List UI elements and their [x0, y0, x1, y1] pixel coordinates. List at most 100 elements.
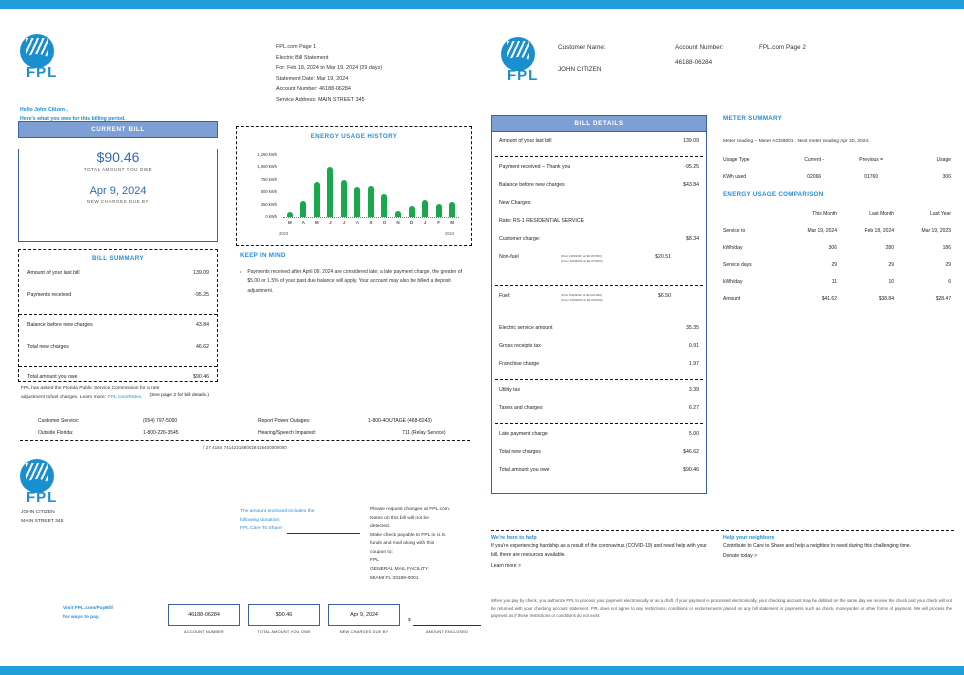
bill-details-row-left: Utility tax [499, 387, 553, 393]
chart-bar [435, 203, 442, 217]
bill-details-row-label: Customer charge: [499, 236, 541, 242]
ec-col-last-year: Last Year [930, 210, 951, 217]
bill-details-row: New Charges [492, 200, 706, 206]
chart-y-tick-label: 1,000 kWh [257, 164, 277, 170]
meter-summary-cell: KWh used [723, 174, 747, 181]
meter-summary-cell: 01760 [864, 174, 879, 181]
bill-details-row-left: Rate: RS-1 RESIDENTIAL SERVICE [499, 218, 584, 224]
energy-usage-history-card: ENERGY USAGE HISTORY 1,250 kWh 1,000 kWh 7… [236, 126, 472, 246]
chart-x-tick-label: O [382, 220, 387, 225]
remit-notice-line: funds and mail along with this [370, 541, 435, 547]
chart-bar [340, 179, 347, 217]
customer-name-label: Customer Name: [558, 44, 606, 51]
bill-details-row: Amount of your last bill 139.09 [492, 138, 706, 144]
meter-col-previous: Previous = [859, 157, 884, 164]
chart-bar [327, 166, 334, 217]
chart-bar-column [378, 155, 392, 217]
donate-today-link[interactable]: Donate today > [723, 553, 758, 560]
chart-x-tick-label: J [423, 220, 427, 225]
energy-comparison-row: kWh/day 306 280 186 [723, 239, 951, 256]
bill-details-row-value: 6.27 [688, 404, 699, 411]
bill-details-divider [495, 285, 703, 287]
bill-summary-row-label: Amount of your last bill [27, 270, 80, 276]
coupon-amount-enclosed-field[interactable]: $ [408, 604, 481, 626]
tear-off-divider [20, 440, 470, 441]
fpl-logo-icon-remit [20, 459, 54, 493]
remit-notice-line: detected. [370, 524, 391, 530]
rates-link[interactable]: FPL.com/Rates. [107, 394, 143, 400]
coupon-due-date-caption: NEW CHARGES DUE BY [339, 629, 389, 634]
bill-summary-row-value: 43.84 [196, 322, 209, 328]
bill-details-row-value: $46.62 [683, 448, 699, 455]
chart-bar-column [405, 155, 419, 217]
meter-summary-title: METER SUMMARY [723, 115, 783, 122]
fpl-logo-remit: FPL [20, 459, 57, 506]
bill-details-row-note: (First 1000kWh at $0.021280) (Over 1000k… [561, 293, 603, 302]
bill-details-row-value: 35.35 [686, 324, 699, 331]
bill-details-row: Gross receipts tax 0.91 [492, 343, 706, 349]
bill-summary-row: Balance before new charges 43.84 [19, 322, 217, 328]
coupon-due-date-value: Apr 9, 2024 [328, 604, 400, 626]
chart-y-tick-label: 750 kWh [260, 176, 277, 182]
remit-notice-line: GENERAL MAIL FACILITY [370, 567, 429, 573]
coupon-amount-enclosed-input[interactable] [412, 617, 481, 626]
page2-account-block: Account Number: 46188-06284 [675, 42, 724, 68]
bill-details-row-left: Fuel: (First 1000kWh at $0.021280) (Over … [499, 293, 603, 302]
remit-notice-line: Make check payable to FPL in U.S. [370, 532, 447, 538]
bill-summary-divider [19, 314, 217, 315]
meter-summary-section: METER SUMMARY Meter reading – Meter ACD8… [723, 115, 951, 186]
bill-summary-row: Total amount you owe $90.46 [19, 374, 217, 380]
current-bill-due-caption: NEW CHARGES DUE BY [86, 199, 150, 204]
bill-summary-row-value: $90.46 [193, 374, 209, 380]
help-left-title: We're here to help [491, 535, 537, 541]
pay-link[interactable]: Visit FPL.com/PayBill [63, 606, 113, 611]
rate-notice-line-2-wrap: adjustment tofuel charges. Learn more: F… [21, 394, 281, 403]
bill-summary-row-label: Total new charges [27, 344, 69, 350]
energy-comparison-cell: 11 [831, 278, 837, 285]
greeting-line-1: Hello John Citizen , [20, 107, 68, 113]
header-account-number: Account Number: 46188-06284 [276, 86, 351, 93]
bill-details-row-label: Electric service amount [499, 324, 553, 331]
fpl-logo-icon [20, 34, 54, 68]
page1-header-info: FPL.com Page 1 Electric Bill Statement F… [276, 42, 382, 105]
remit-notice-line: coupon to: [370, 549, 393, 555]
energy-comparison-table: This Month Last Month Last Year Service … [723, 205, 951, 307]
energy-comparison-cell: 186 [942, 244, 951, 251]
bullet-icon: • [240, 269, 242, 274]
help-right-title: Help your neighbors [723, 535, 775, 541]
bill-details-row: Total new charges $46.62 [492, 449, 706, 455]
bill-summary-row-label: Total amount you owe [27, 374, 78, 380]
bill-details-divider [495, 156, 703, 157]
contact-label-report-outages: Report Power Outages: [258, 418, 311, 424]
bill-summary-card: BILL SUMMARY Amount of your last bill 139… [18, 249, 218, 398]
chart-bar-column [324, 155, 338, 217]
meter-col-current: Current - [804, 157, 825, 164]
bill-summary-row: Total new charges 46.62 [19, 344, 217, 350]
bill-summary-divider [19, 366, 217, 367]
contact-block: Customer Service: (054) 797-5000 Report … [38, 418, 468, 436]
current-bill-title: CURRENT BILL [18, 121, 218, 138]
donation-amount-input[interactable] [286, 527, 360, 534]
bill-summary-row-value: 46.62 [196, 344, 209, 350]
chart-x-tick-label: M [450, 220, 455, 225]
chart-bar [449, 202, 456, 217]
chart-bar-column [445, 155, 459, 217]
chart-x-tick-label: J [329, 220, 332, 225]
bill-details-row-left: Balance before new charges [499, 182, 565, 188]
meter-summary-row: KWh used 02066 01760 306 [723, 169, 951, 186]
meter-col-usage-type: Usage Type [723, 157, 750, 164]
remit-customer-block: JOHN CITIZEN MAIN STREET 345 [21, 509, 63, 526]
rate-notice: FPL has asked the Florida Public Service… [21, 385, 281, 402]
coupon-amount-enclosed: $ AMOUNT ENCLOSED [408, 604, 481, 634]
energy-usage-chart: 1,250 kWh 1,000 kWh 750 kWh 500 kWh 250 kWh 0… [237, 145, 473, 245]
bill-summary-footnote: (See page 2 for bill details.) [149, 393, 209, 398]
learn-more-link[interactable]: Learn more > [491, 562, 521, 569]
bill-details-row-value: $8.34 [686, 236, 699, 242]
bill-details-row: Total amount you owe $90.46 [492, 467, 706, 473]
energy-comparison-body: Service to Mar 19, 2024 Feb 18, 2024 Mar 19… [723, 222, 951, 307]
chart-start-year: 2023 [279, 231, 289, 236]
meter-summary-head: Usage Type Current - Previous = Usage [723, 152, 951, 169]
chart-bar-column [283, 155, 297, 217]
coupon-total-amount: $90.46 TOTAL AMOUNT YOU OWE [248, 604, 320, 634]
